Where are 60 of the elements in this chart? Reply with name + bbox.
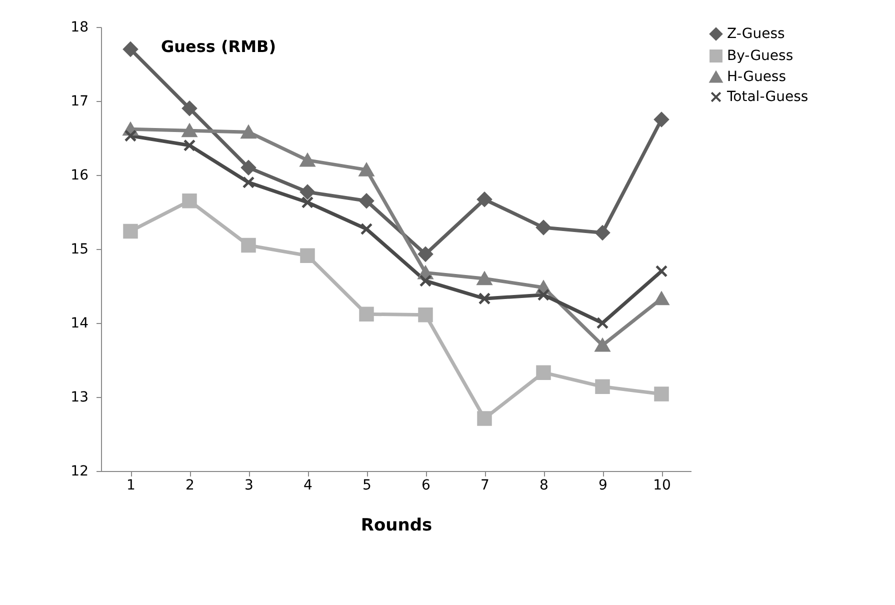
- point: [536, 365, 551, 380]
- point: [241, 238, 256, 253]
- point: [477, 192, 492, 207]
- point: [595, 379, 610, 394]
- y-tick-label: 18: [70, 20, 88, 36]
- point: [536, 220, 551, 235]
- x-tick-label: 8: [540, 478, 548, 494]
- point: [124, 130, 137, 142]
- y-tick-label: 12: [70, 464, 88, 480]
- point: [241, 126, 256, 139]
- x-tick-label: 9: [598, 478, 608, 494]
- legend-label: Z-Guess: [727, 26, 785, 42]
- point: [360, 222, 373, 236]
- point: [300, 184, 315, 200]
- x-tick-label: 5: [362, 478, 372, 494]
- point: [595, 338, 610, 352]
- text: Guess (RMB): [161, 37, 276, 56]
- point: [300, 248, 315, 264]
- point: [595, 225, 610, 240]
- y-tick-label: 15: [70, 242, 88, 258]
- x-tick-label: 6: [422, 478, 431, 494]
- point: [241, 160, 256, 175]
- point: [300, 154, 315, 167]
- point: [478, 292, 491, 305]
- point: [123, 42, 138, 57]
- point: [596, 316, 609, 330]
- point: [477, 411, 492, 426]
- y-tick-label: 16: [70, 168, 89, 184]
- point: [359, 194, 374, 208]
- point: [123, 224, 138, 239]
- legend-label: H-Guess: [727, 69, 786, 85]
- x-axis-title: Rounds: [360, 516, 432, 536]
- x-tick-label: 2: [186, 478, 194, 494]
- x-tick-label: 4: [304, 478, 313, 494]
- point: [242, 176, 255, 189]
- point: [477, 272, 492, 286]
- point: [359, 306, 374, 322]
- point: [654, 292, 669, 306]
- point: [359, 163, 374, 176]
- point: [182, 194, 197, 208]
- x-tick-label: 7: [480, 478, 490, 494]
- point: [182, 101, 197, 116]
- point: [418, 307, 433, 322]
- x-tick-label: 10: [653, 478, 671, 494]
- point: [183, 139, 196, 152]
- y-tick-label: 13: [70, 390, 88, 406]
- point: [301, 196, 314, 209]
- point: [654, 386, 669, 402]
- y-tick-label: 17: [70, 94, 88, 110]
- legend-label: Total-Guess: [726, 89, 808, 105]
- legend-label: By-Guess: [727, 48, 794, 64]
- point: [655, 265, 668, 278]
- point: [419, 274, 432, 287]
- point: [182, 124, 197, 138]
- x-tick-label: 1: [126, 478, 136, 494]
- point: [537, 288, 550, 302]
- x-tick-label: 3: [244, 478, 254, 494]
- y-tick-label: 14: [70, 316, 89, 332]
- point: [418, 246, 433, 262]
- point: [654, 112, 669, 127]
